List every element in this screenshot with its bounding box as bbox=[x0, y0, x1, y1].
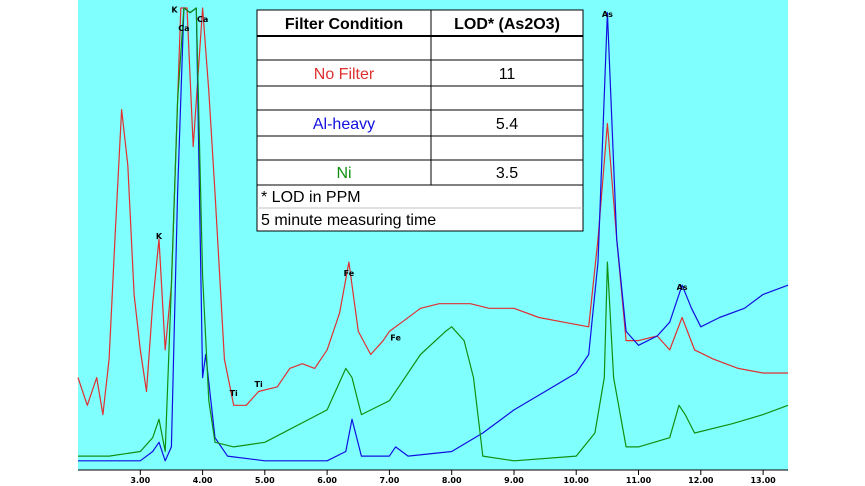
peak-label: K bbox=[171, 6, 178, 15]
peak-label: Fe bbox=[344, 269, 355, 278]
spectrum-series-line-1 bbox=[78, 7, 789, 462]
series-layer bbox=[77, 7, 789, 462]
peak-label: Fe bbox=[390, 334, 401, 343]
table-row-condition: Al-heavy bbox=[313, 116, 375, 133]
table-row-lod: 11 bbox=[499, 66, 516, 83]
table-footnote: * LOD in PPM bbox=[261, 189, 361, 206]
peak-label: Ti bbox=[254, 380, 262, 389]
peak-label: As bbox=[677, 283, 688, 292]
x-tick-layer: 3.00 4.00 5.00 6.00 7.00 8.00 9.00 10.00 11.00 12… bbox=[130, 470, 776, 485]
peak-label: Ca bbox=[178, 24, 189, 33]
table-row-condition: Ni bbox=[336, 165, 351, 182]
x-tick-label: 11.00 bbox=[626, 476, 652, 485]
x-tick-label: 10.00 bbox=[564, 476, 590, 485]
table-background bbox=[256, 9, 584, 232]
peak-label: As bbox=[602, 10, 613, 19]
x-tick-label: 4.00 bbox=[193, 476, 213, 485]
table-header-condition: Filter Condition bbox=[285, 16, 403, 33]
table-row-condition: No Filter bbox=[314, 66, 375, 83]
x-tick-label: 3.00 bbox=[130, 476, 150, 485]
peak-label: Ti bbox=[230, 389, 238, 398]
table-row-lod: 3.5 bbox=[496, 165, 518, 182]
x-tick-label: 5.00 bbox=[255, 476, 275, 485]
table-header-lod: LOD* (As2O3) bbox=[454, 16, 560, 33]
spectrum-series-line-2 bbox=[78, 7, 789, 462]
x-tick-label: 8.00 bbox=[442, 476, 462, 485]
lod-table: Filter Condition LOD* (As2O3) No Filter … bbox=[256, 9, 584, 232]
table-row-lod: 5.4 bbox=[496, 116, 518, 133]
x-tick-label: 7.00 bbox=[380, 476, 400, 485]
peak-label: Ca bbox=[197, 15, 208, 24]
x-tick-label: 13.00 bbox=[750, 476, 776, 485]
x-tick-label: 6.00 bbox=[317, 476, 337, 485]
x-tick-label: 9.00 bbox=[504, 476, 524, 485]
peak-label: K bbox=[156, 232, 163, 241]
x-tick-label: 12.00 bbox=[688, 476, 714, 485]
table-note: 5 minute measuring time bbox=[261, 212, 436, 229]
